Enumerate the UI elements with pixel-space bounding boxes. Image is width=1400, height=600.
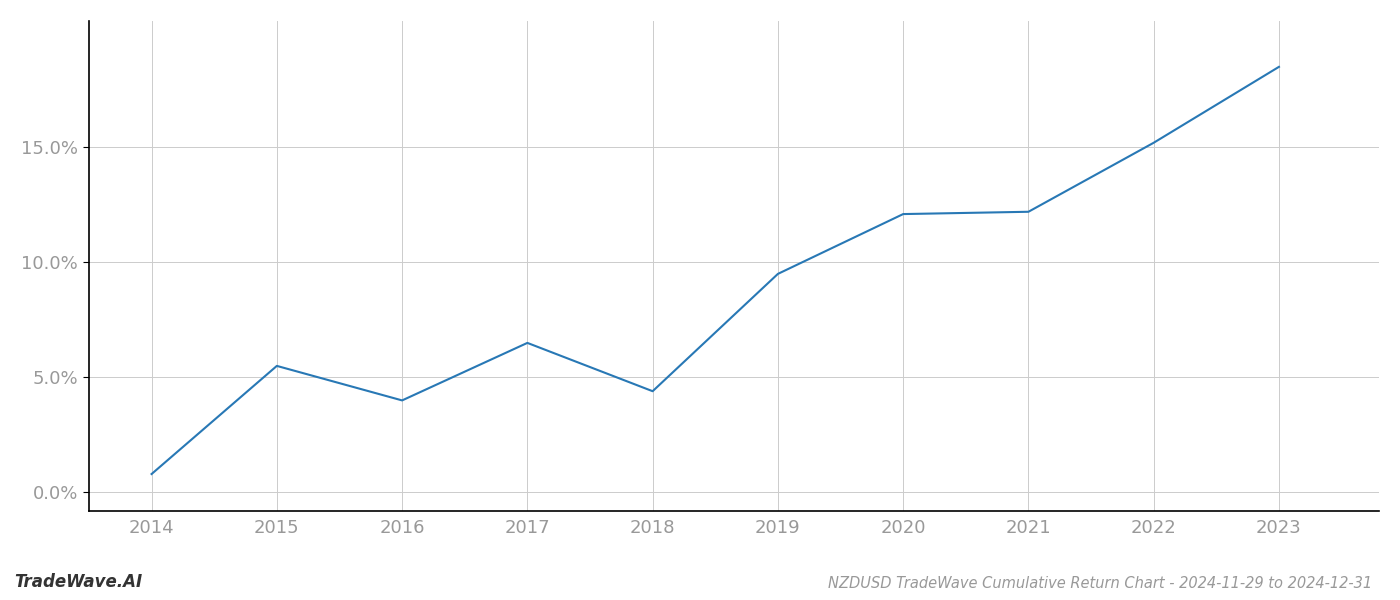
Text: TradeWave.AI: TradeWave.AI xyxy=(14,573,143,591)
Text: NZDUSD TradeWave Cumulative Return Chart - 2024-11-29 to 2024-12-31: NZDUSD TradeWave Cumulative Return Chart… xyxy=(827,576,1372,591)
